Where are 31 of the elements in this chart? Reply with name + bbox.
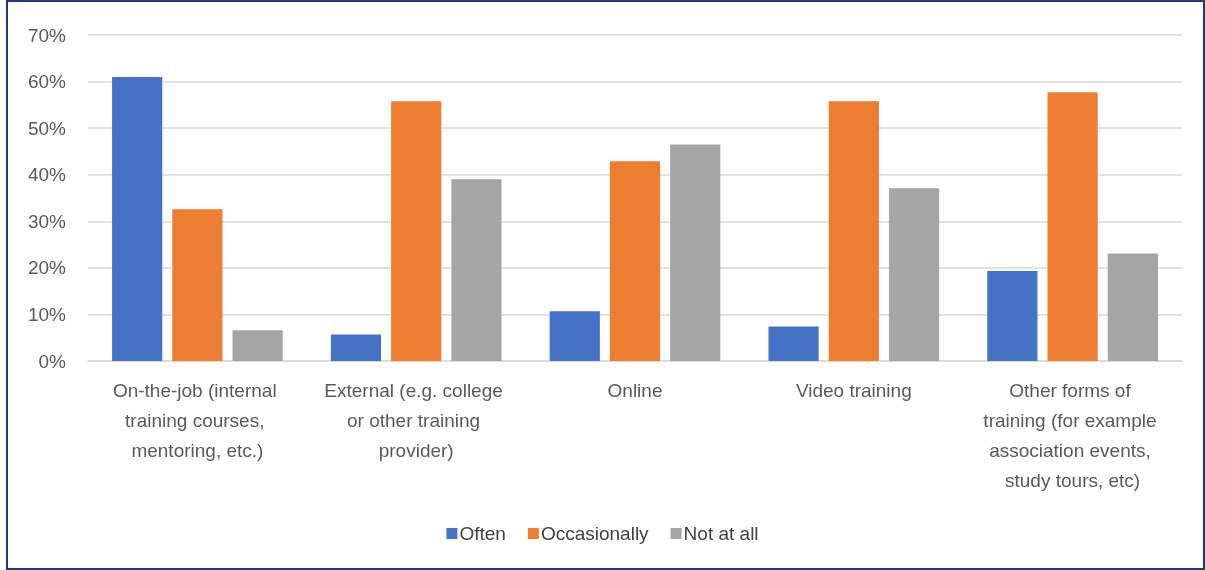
x-tick-label: Online: [607, 379, 663, 401]
bar: [451, 179, 502, 361]
legend-label: Often: [459, 523, 506, 544]
legend-label: Not at all: [683, 523, 759, 544]
y-tick-label: 30%: [27, 210, 67, 232]
x-tick-label: On-the-job (internal training courses, mentoring, etc.): [112, 379, 282, 461]
y-tick-label: 70%: [27, 24, 67, 46]
bar: [232, 330, 283, 361]
x-tick-label: Video training: [795, 379, 912, 401]
y-tick-label: 20%: [27, 257, 67, 279]
bar: [609, 161, 661, 361]
y-tick-label: 60%: [27, 71, 67, 93]
y-tick-label: 10%: [27, 303, 67, 325]
bar: [1047, 92, 1098, 361]
bar: [768, 326, 819, 361]
bar: [391, 101, 442, 361]
y-tick-label: 0%: [38, 350, 67, 372]
x-tick-label: Other forms of training (for example association events, study tours, etc): [983, 379, 1162, 491]
y-tick-label: 50%: [27, 117, 67, 139]
bar: [987, 271, 1038, 361]
bar: [828, 101, 879, 361]
x-tick-label: External (e.g. college or other training provider): [324, 379, 509, 461]
bar: [549, 311, 600, 361]
bar: [1107, 253, 1158, 361]
y-tick-label: 40%: [27, 164, 67, 186]
legend-label: Occasionally: [540, 523, 650, 544]
bar: [330, 334, 382, 361]
bar: [172, 209, 223, 361]
bar: [670, 144, 721, 361]
bar: [888, 188, 940, 361]
bar: [112, 76, 163, 361]
